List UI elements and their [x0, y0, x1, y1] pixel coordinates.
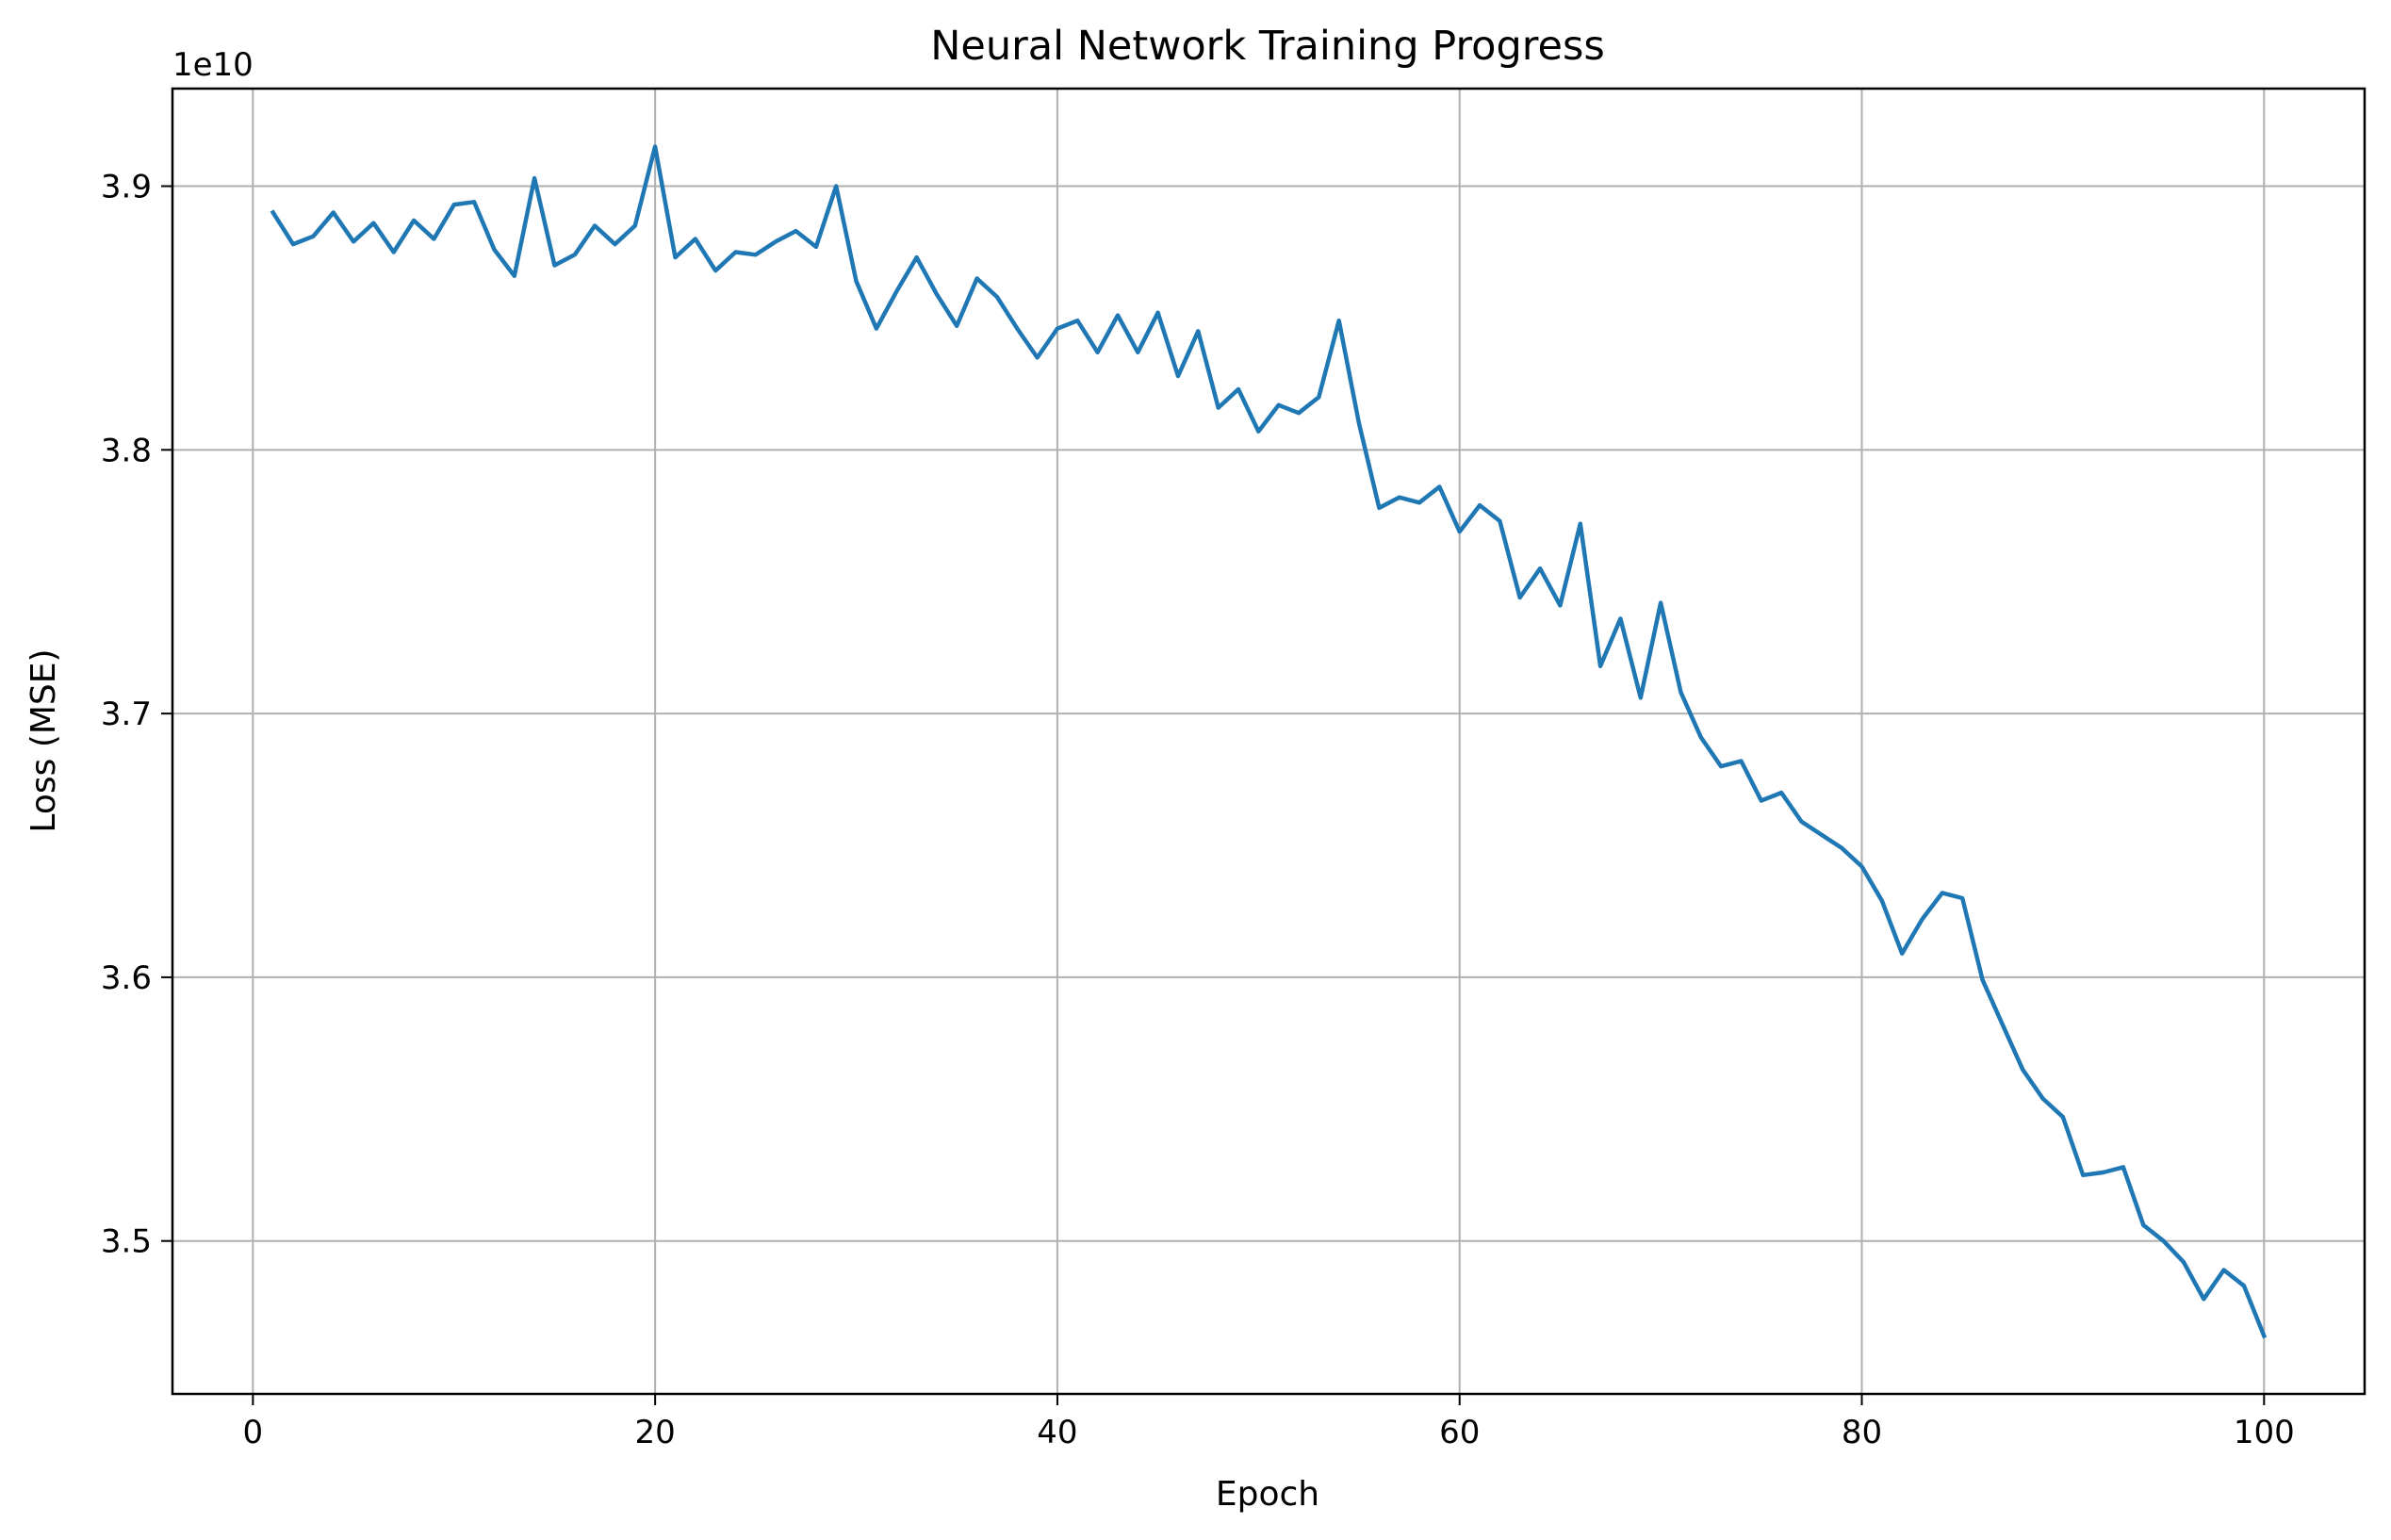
y-tick-label: 3.7 [101, 696, 152, 733]
x-axis: 0 20 40 60 80 100 [243, 1394, 2295, 1451]
plot-frame [171, 87, 2366, 1396]
y-axis: 3.5 3.6 3.7 3.8 3.9 [101, 169, 172, 1261]
y-tick-label: 3.5 [101, 1223, 152, 1261]
x-tick-label: 60 [1439, 1414, 1480, 1451]
loss-series-line [270, 144, 2268, 1339]
y-offset-label: 1e10 [172, 46, 254, 84]
x-tick-label: 20 [635, 1414, 676, 1451]
x-tick-label: 100 [2234, 1414, 2295, 1451]
y-tick-label: 3.8 [101, 432, 152, 469]
chart-title: Neural Network Training Progress [930, 23, 1605, 70]
x-tick-label: 80 [1842, 1414, 1882, 1451]
x-axis-label: Epoch [1216, 1475, 1319, 1514]
y-tick-label: 3.9 [101, 169, 152, 206]
x-tick-label: 0 [243, 1414, 264, 1451]
x-tick-label: 40 [1037, 1414, 1077, 1451]
series-layer [270, 144, 2268, 1339]
y-tick-label: 3.6 [101, 959, 152, 997]
y-axis-label: Loss (MSE) [25, 648, 63, 832]
